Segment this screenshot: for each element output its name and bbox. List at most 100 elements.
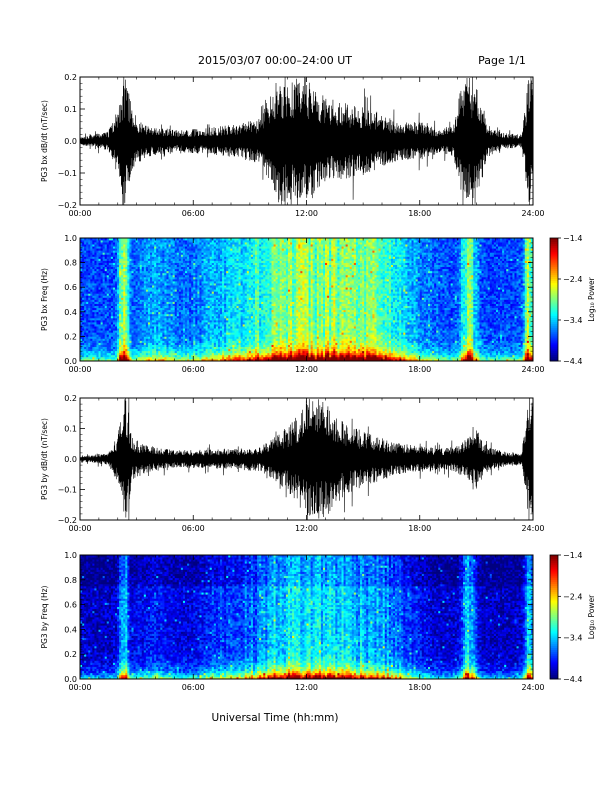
spectrogram-cell [166, 306, 168, 308]
spectrogram-cell [154, 302, 156, 304]
spectrogram-cell [152, 250, 154, 252]
spectrogram-cell [131, 246, 133, 248]
spectrogram-cell [171, 242, 173, 244]
spectrogram-cell [115, 293, 117, 295]
spectrogram-cell [99, 267, 101, 269]
spectrogram-cell [119, 263, 121, 265]
spectrogram-cell [140, 332, 142, 334]
spectrogram-cell [107, 283, 109, 285]
spectrogram-cell [148, 322, 150, 324]
spectrogram-cell [134, 347, 136, 349]
spectrogram-cell [156, 300, 158, 302]
spectrogram-cell [187, 318, 189, 320]
spectrogram-cell [169, 318, 171, 320]
spectrogram-cell [185, 263, 187, 265]
spectrogram-cell [150, 349, 152, 351]
spectrogram-cell [144, 341, 146, 343]
spectrogram-cell [109, 291, 111, 293]
spectrogram-cell [119, 341, 121, 343]
spectrogram-cell [158, 351, 160, 353]
spectrogram-cell [142, 328, 144, 330]
spectrogram-cell [107, 246, 109, 248]
spectrogram-cell [158, 277, 160, 279]
spectrogram-cell [121, 275, 123, 277]
spectrogram-cell [142, 320, 144, 322]
spectrogram-cell [181, 285, 183, 287]
spectrogram-cell [111, 242, 113, 244]
spectrogram-cell [90, 287, 92, 289]
spectrogram-cell [154, 293, 156, 295]
spectrogram-cell [92, 242, 94, 244]
spectrogram-cell [162, 308, 164, 310]
spectrogram-cell [191, 320, 193, 322]
spectrogram-cell [183, 351, 185, 353]
spectrogram-cell [88, 281, 90, 283]
spectrogram-cell [134, 261, 136, 263]
spectrogram-cell [131, 281, 133, 283]
spectrogram-cell [171, 345, 173, 347]
spectrogram-cell [160, 310, 162, 312]
spectrogram-cell [111, 248, 113, 250]
spectrogram-cell [136, 273, 138, 275]
y-tick-label: 0.0 [64, 137, 77, 146]
spectrogram-cell [142, 334, 144, 336]
spectrogram-cell [131, 254, 133, 256]
spectrogram-cell [177, 328, 179, 330]
spectrogram-cell [129, 240, 131, 242]
spectrogram-cell [111, 326, 113, 328]
spectrogram-cell [142, 275, 144, 277]
spectrogram-cell [117, 326, 119, 328]
spectrogram-cell [101, 308, 103, 310]
spectrogram-cell [169, 326, 171, 328]
spectrogram-cell [138, 293, 140, 295]
spectrogram-cell [148, 345, 150, 347]
spectrogram-cell [160, 318, 162, 320]
spectrogram-cell [173, 285, 175, 287]
spectrogram-cell [117, 252, 119, 254]
spectrogram-cell [154, 275, 156, 277]
spectrogram-cell [123, 312, 125, 314]
spectrogram-cell [82, 275, 84, 277]
spectrogram-cell [144, 349, 146, 351]
spectrogram-cell [164, 345, 166, 347]
spectrogram-cell [107, 310, 109, 312]
spectrogram-cell [175, 306, 177, 308]
spectrogram-cell [105, 256, 107, 258]
spectrogram-cell [166, 279, 168, 281]
spectrogram-cell [185, 355, 187, 357]
spectrogram-cell [123, 287, 125, 289]
spectrogram-cell [187, 304, 189, 306]
spectrogram-cell [88, 357, 90, 359]
spectrogram-cell [166, 254, 168, 256]
spectrogram-cell [101, 256, 103, 258]
spectrogram-cell [82, 318, 84, 320]
spectrogram-cell [162, 287, 164, 289]
spectrogram-cell [152, 269, 154, 271]
spectrogram-cell [138, 263, 140, 265]
spectrogram-cell [187, 281, 189, 283]
spectrogram-cell [109, 347, 111, 349]
spectrogram-cell [150, 351, 152, 353]
spectrogram-cell [181, 314, 183, 316]
spectrogram-cell [156, 324, 158, 326]
spectrogram-cell [99, 312, 101, 314]
spectrogram-cell [181, 269, 183, 271]
spectrogram-cell [113, 265, 115, 267]
spectrogram-cell [84, 252, 86, 254]
spectrogram-cell [158, 281, 160, 283]
spectrogram-cell [150, 261, 152, 263]
spectrogram-cell [183, 277, 185, 279]
spectrogram-cell [96, 269, 98, 271]
spectrogram-cell [129, 316, 131, 318]
spectrogram-cell [136, 271, 138, 273]
spectrogram-cell [129, 269, 131, 271]
spectrogram-cell [181, 244, 183, 246]
spectrogram-cell [179, 252, 181, 254]
spectrogram-cell [117, 287, 119, 289]
spectrogram-cell [179, 347, 181, 349]
spectrogram-cell [125, 318, 127, 320]
spectrogram-cell [125, 259, 127, 261]
spectrogram-cell [109, 314, 111, 316]
spectrogram-cell [183, 279, 185, 281]
spectrogram-cell [142, 310, 144, 312]
